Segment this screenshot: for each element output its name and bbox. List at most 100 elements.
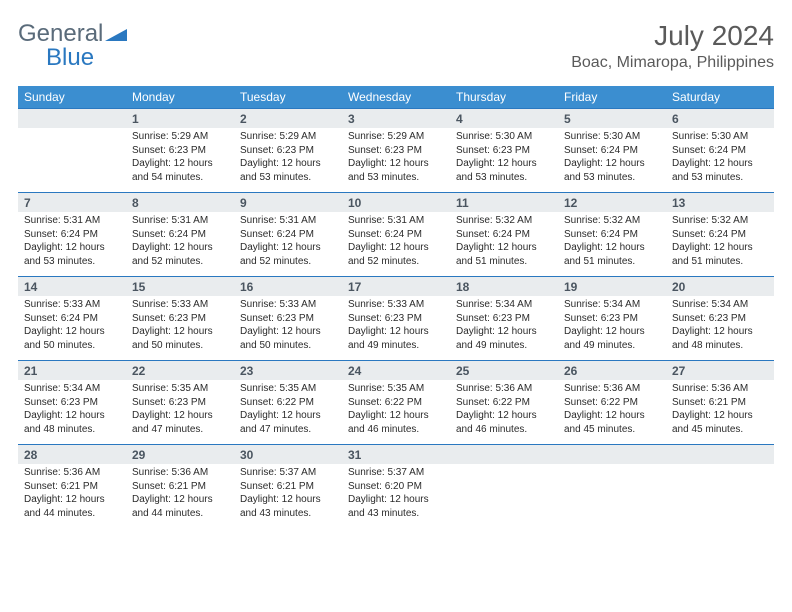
day1-text: Daylight: 12 hours — [24, 325, 120, 339]
day-cell: Sunrise: 5:31 AMSunset: 6:24 PMDaylight:… — [342, 212, 450, 277]
sunset-text: Sunset: 6:22 PM — [564, 396, 660, 410]
day-number — [18, 109, 126, 129]
sunrise-text: Sunrise: 5:32 AM — [672, 214, 768, 228]
day-number: 26 — [558, 361, 666, 381]
sunset-text: Sunset: 6:23 PM — [240, 144, 336, 158]
day-number: 20 — [666, 277, 774, 297]
sunset-text: Sunset: 6:24 PM — [348, 228, 444, 242]
day2-text: and 44 minutes. — [132, 507, 228, 521]
day-number — [558, 445, 666, 465]
day-cell: Sunrise: 5:36 AMSunset: 6:22 PMDaylight:… — [558, 380, 666, 445]
day-number: 8 — [126, 193, 234, 213]
sunset-text: Sunset: 6:22 PM — [240, 396, 336, 410]
sunrise-text: Sunrise: 5:34 AM — [672, 298, 768, 312]
sunrise-text: Sunrise: 5:36 AM — [672, 382, 768, 396]
sunrise-text: Sunrise: 5:36 AM — [456, 382, 552, 396]
day-cell: Sunrise: 5:33 AMSunset: 6:23 PMDaylight:… — [234, 296, 342, 361]
sunset-text: Sunset: 6:23 PM — [24, 396, 120, 410]
calendar-body: 123456Sunrise: 5:29 AMSunset: 6:23 PMDay… — [18, 109, 774, 529]
sunset-text: Sunset: 6:23 PM — [132, 144, 228, 158]
sunrise-text: Sunrise: 5:29 AM — [240, 130, 336, 144]
day-cell: Sunrise: 5:33 AMSunset: 6:24 PMDaylight:… — [18, 296, 126, 361]
sunrise-text: Sunrise: 5:33 AM — [348, 298, 444, 312]
sunset-text: Sunset: 6:23 PM — [348, 312, 444, 326]
day-number: 11 — [450, 193, 558, 213]
day2-text: and 52 minutes. — [132, 255, 228, 269]
sunset-text: Sunset: 6:23 PM — [132, 312, 228, 326]
sunset-text: Sunset: 6:23 PM — [240, 312, 336, 326]
day-cell: Sunrise: 5:31 AMSunset: 6:24 PMDaylight:… — [126, 212, 234, 277]
day2-text: and 53 minutes. — [672, 171, 768, 185]
day1-text: Daylight: 12 hours — [456, 409, 552, 423]
day-header-sunday: Sunday — [18, 86, 126, 109]
day-cell: Sunrise: 5:35 AMSunset: 6:22 PMDaylight:… — [234, 380, 342, 445]
day2-text: and 50 minutes. — [132, 339, 228, 353]
sunrise-text: Sunrise: 5:31 AM — [24, 214, 120, 228]
day1-text: Daylight: 12 hours — [672, 325, 768, 339]
day-cell: Sunrise: 5:35 AMSunset: 6:23 PMDaylight:… — [126, 380, 234, 445]
day-cell: Sunrise: 5:34 AMSunset: 6:23 PMDaylight:… — [18, 380, 126, 445]
day-cell: Sunrise: 5:34 AMSunset: 6:23 PMDaylight:… — [558, 296, 666, 361]
day-cell: Sunrise: 5:30 AMSunset: 6:23 PMDaylight:… — [450, 128, 558, 193]
day2-text: and 43 minutes. — [240, 507, 336, 521]
day-cell: Sunrise: 5:32 AMSunset: 6:24 PMDaylight:… — [450, 212, 558, 277]
day-number: 14 — [18, 277, 126, 297]
day2-text: and 49 minutes. — [564, 339, 660, 353]
day-cell: Sunrise: 5:30 AMSunset: 6:24 PMDaylight:… — [666, 128, 774, 193]
day1-text: Daylight: 12 hours — [348, 241, 444, 255]
day2-text: and 53 minutes. — [564, 171, 660, 185]
sunset-text: Sunset: 6:21 PM — [132, 480, 228, 494]
day2-text: and 43 minutes. — [348, 507, 444, 521]
day-cell — [666, 464, 774, 528]
day-number — [666, 445, 774, 465]
sunrise-text: Sunrise: 5:31 AM — [132, 214, 228, 228]
day-number — [450, 445, 558, 465]
day-cell: Sunrise: 5:35 AMSunset: 6:22 PMDaylight:… — [342, 380, 450, 445]
day-header-monday: Monday — [126, 86, 234, 109]
week-1-daynum-row: 78910111213 — [18, 193, 774, 213]
day-number: 6 — [666, 109, 774, 129]
sunset-text: Sunset: 6:22 PM — [456, 396, 552, 410]
day2-text: and 48 minutes. — [24, 423, 120, 437]
week-4-data-row: Sunrise: 5:36 AMSunset: 6:21 PM Daylight:… — [18, 464, 774, 528]
sunrise-text: Sunrise: 5:37 AM — [348, 466, 444, 480]
day2-text: and 45 minutes. — [672, 423, 768, 437]
sunrise-text: Sunrise: 5:34 AM — [564, 298, 660, 312]
day-cell: Sunrise: 5:34 AMSunset: 6:23 PMDaylight:… — [450, 296, 558, 361]
sunrise-text: Sunrise: 5:31 AM — [348, 214, 444, 228]
week-3-daynum-row: 21222324252627 — [18, 361, 774, 381]
day1-text: Daylight: 12 hours — [672, 241, 768, 255]
week-4-daynum-row: 28293031 — [18, 445, 774, 465]
day2-text: and 50 minutes. — [24, 339, 120, 353]
day1-text: Daylight: 12 hours — [132, 409, 228, 423]
day1-text: Daylight: 12 hours — [132, 241, 228, 255]
day1-text: Daylight: 12 hours — [672, 157, 768, 171]
day-number: 5 — [558, 109, 666, 129]
day-number: 22 — [126, 361, 234, 381]
day2-text: and 48 minutes. — [672, 339, 768, 353]
day-cell: Sunrise: 5:37 AMSunset: 6:21 PMDaylight:… — [234, 464, 342, 528]
day2-text: and 51 minutes. — [456, 255, 552, 269]
day-cell: Sunrise: 5:30 AMSunset: 6:24 PMDaylight:… — [558, 128, 666, 193]
day1-text: Daylight: 12 hours — [348, 493, 444, 507]
sunset-text: Sunset: 6:24 PM — [456, 228, 552, 242]
day-number: 2 — [234, 109, 342, 129]
day2-text: and 51 minutes. — [672, 255, 768, 269]
sunset-text: Sunset: 6:23 PM — [348, 144, 444, 158]
sunset-text: Sunset: 6:24 PM — [132, 228, 228, 242]
day-number: 13 — [666, 193, 774, 213]
sunset-text: Sunset: 6:20 PM — [348, 480, 444, 494]
day-number: 16 — [234, 277, 342, 297]
day-cell — [558, 464, 666, 528]
day1-text: Daylight: 12 hours — [240, 409, 336, 423]
sunrise-text: Sunrise: 5:34 AM — [456, 298, 552, 312]
sunrise-text: Sunrise: 5:35 AM — [240, 382, 336, 396]
day-number: 12 — [558, 193, 666, 213]
day-cell: Sunrise: 5:31 AMSunset: 6:24 PMDaylight:… — [18, 212, 126, 277]
day1-text: Daylight: 12 hours — [564, 157, 660, 171]
day1-text: Daylight: 12 hours — [456, 241, 552, 255]
sunrise-text: Sunrise: 5:36 AM — [132, 466, 228, 480]
sunset-text: Sunset: 6:22 PM — [348, 396, 444, 410]
sunset-text: Sunset: 6:24 PM — [240, 228, 336, 242]
sunset-text: Sunset: 6:23 PM — [456, 312, 552, 326]
